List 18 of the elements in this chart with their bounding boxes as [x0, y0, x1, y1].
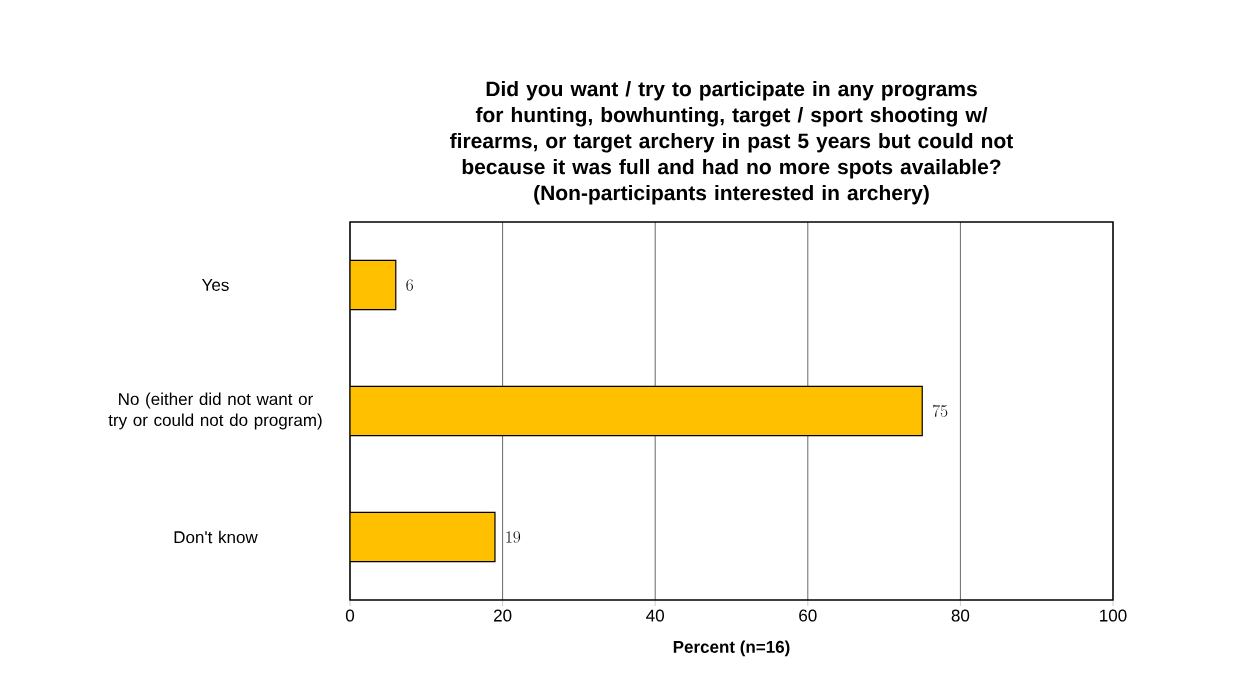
- x-tick-label: 0: [345, 609, 355, 622]
- chart-title: Did you want / try to participate in any programs for hunting, bowhunting, target / sport shooting w/ firearms, or target archery in past 5 years but could not because it was full and had no more spots available?: [450, 80, 1014, 179]
- data-label: 19: [506, 531, 521, 543]
- data-label: 75: [932, 404, 948, 417]
- chart-subtitle: (Non-participants interested in archery): [534, 184, 929, 205]
- y-tick-label: Don't know: [174, 530, 258, 544]
- x-tick-label: 20: [494, 609, 512, 622]
- bar: [350, 511, 496, 563]
- y-tick-label: No (either did not want or try or could not do program): [108, 392, 322, 430]
- y-tick-label: Yes: [201, 279, 229, 291]
- x-tick-label: 60: [799, 609, 817, 622]
- bar: [350, 259, 397, 311]
- x-tick-label: 40: [646, 609, 664, 622]
- x-tick-label: 80: [951, 609, 970, 622]
- data-label: 6: [406, 279, 413, 291]
- x-axis-title: Percent (n=16): [673, 640, 790, 657]
- x-tick-label: 100: [1100, 609, 1127, 622]
- bar: [350, 385, 923, 437]
